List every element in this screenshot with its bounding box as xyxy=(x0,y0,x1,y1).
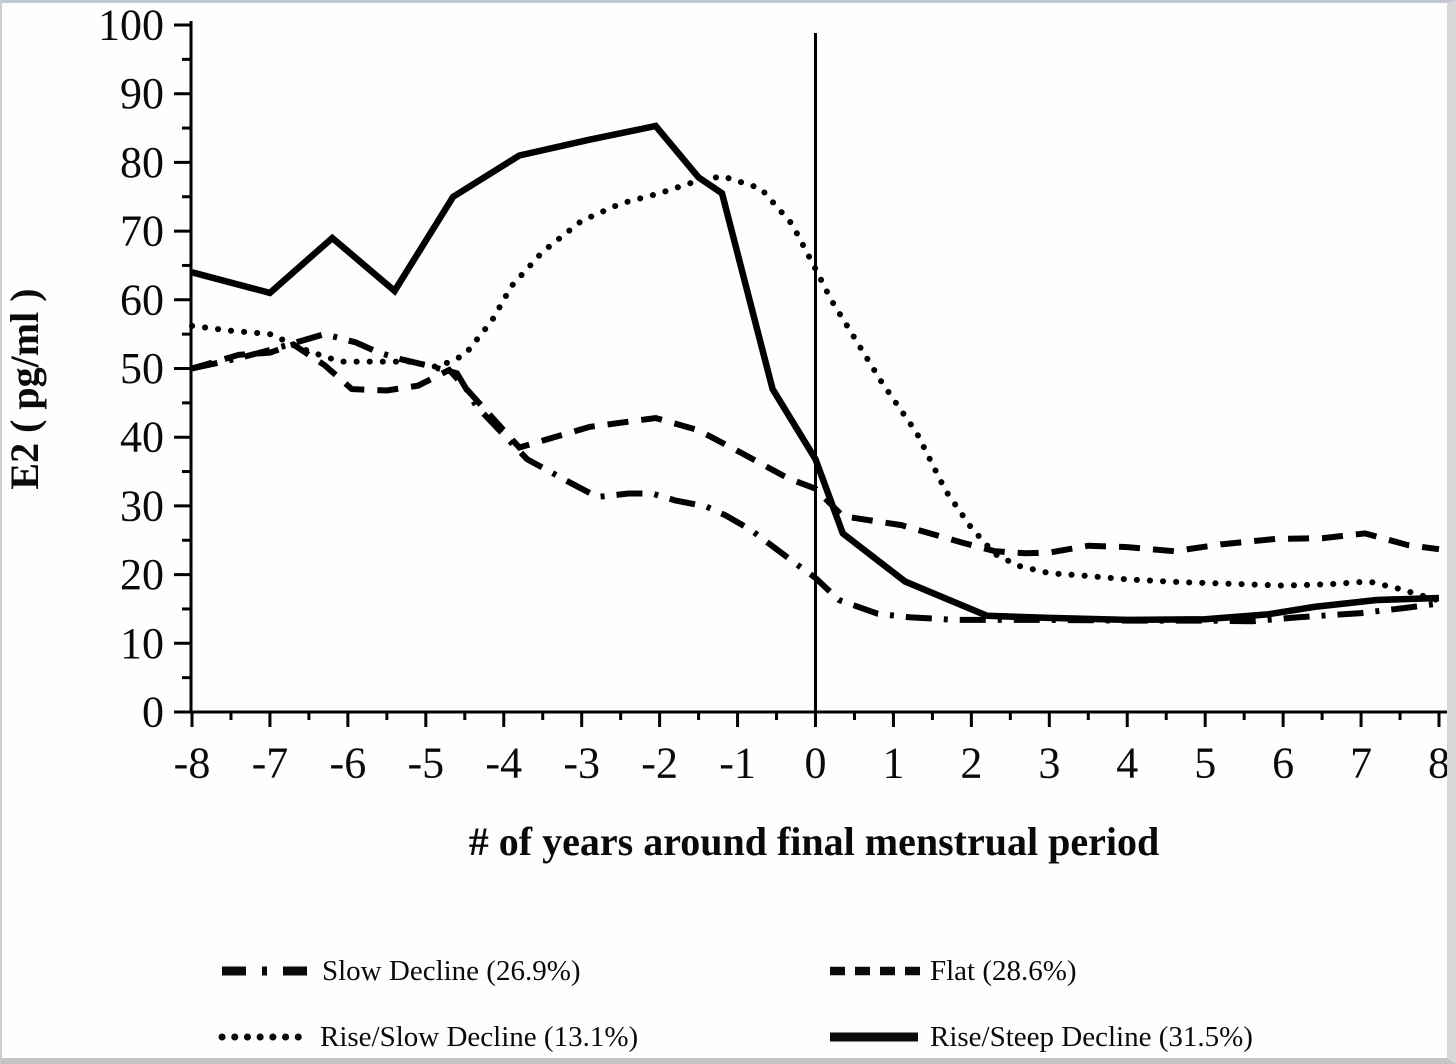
y-tick-label: 20 xyxy=(120,550,164,599)
x-tick-label: -4 xyxy=(485,739,522,788)
x-tick-label: 4 xyxy=(1116,739,1138,788)
y-tick-label: 40 xyxy=(120,413,164,462)
x-tick-label: 1 xyxy=(882,739,904,788)
x-tick-label: -5 xyxy=(407,739,444,788)
x-tick-label: 5 xyxy=(1194,739,1216,788)
axes xyxy=(189,21,1447,714)
y-tick-label: 100 xyxy=(98,3,164,50)
x-tick-label: 3 xyxy=(1038,739,1060,788)
x-tick-label: -7 xyxy=(252,739,289,788)
legend-label: Rise/Slow Decline (13.1%) xyxy=(320,1020,639,1053)
legend-item-rise-steep-decline: Rise/Steep Decline (31.5%) xyxy=(828,1016,1253,1058)
y-tick-label: 0 xyxy=(142,688,164,737)
y-tick-label: 10 xyxy=(120,619,164,668)
y-tick-label: 80 xyxy=(120,138,164,187)
x-tick-label: -6 xyxy=(330,739,367,788)
x-tick-label: -1 xyxy=(719,739,756,788)
y-tick-label: 50 xyxy=(120,344,164,393)
x-tick-label: 0 xyxy=(805,739,827,788)
y-tick-label: 90 xyxy=(120,69,164,118)
series-line-rise-steep-decline xyxy=(191,122,1440,624)
dotted-line-icon xyxy=(218,1033,310,1041)
y-tick-label: 70 xyxy=(120,207,164,256)
dash-dot-line-icon xyxy=(222,966,310,976)
legend-label: Rise/Steep Decline (31.5%) xyxy=(930,1020,1253,1053)
legend-item-flat: Flat (28.6%) xyxy=(828,950,1077,992)
x-tick-label: 6 xyxy=(1272,739,1294,788)
x-tick-label: -8 xyxy=(174,739,211,788)
series-line-flat xyxy=(191,341,1440,557)
legend-label: Flat (28.6%) xyxy=(930,954,1077,987)
x-axis-title: # of years around final menstrual period xyxy=(469,819,1159,864)
x-tick-label: -3 xyxy=(563,739,600,788)
y-tick-label: 30 xyxy=(120,481,164,530)
x-tick-label: 2 xyxy=(960,739,982,788)
y-axis-title: E2 ( pg/ml ) xyxy=(2,288,47,489)
x-tick-label: 8 xyxy=(1428,739,1450,788)
legend-label: Slow Decline (26.9%) xyxy=(322,954,581,987)
dashed-line-icon xyxy=(830,966,920,976)
plot-area: 0 10 20 30 40 50 60 70 80 90 100 -8 -7 -6 -5 -4 -3 -2 -1 0 1… xyxy=(98,3,1450,788)
e2-trajectory-line-chart: 0 10 20 30 40 50 60 70 80 90 100 -8 -7 -6 -5 -4 -3 -2 -1 0 1… xyxy=(2,3,1450,864)
y-tick-label: 60 xyxy=(120,275,164,324)
solid-line-icon xyxy=(830,1032,918,1042)
legend-item-rise-slow-decline: Rise/Slow Decline (13.1%) xyxy=(218,1016,638,1058)
x-tick-label: -2 xyxy=(641,739,678,788)
x-tick-label: 7 xyxy=(1350,739,1372,788)
series-line-rise-slow-decline xyxy=(189,172,1442,604)
legend-item-slow-decline: Slow Decline (26.9%) xyxy=(220,950,581,992)
